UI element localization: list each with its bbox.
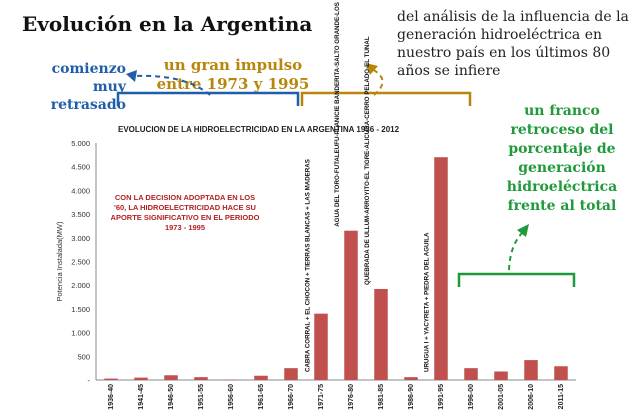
callout-early: comienzo muy retrasado <box>50 61 126 113</box>
x-tick-label: 1951-55 <box>198 384 205 410</box>
page-title: Evolución en la Argentina <box>22 12 313 36</box>
bar-1951-55 <box>194 377 208 380</box>
arrow-early-head <box>126 70 137 82</box>
bar-project-label: URUGUA I + YACYRETA + PIEDRA DEL AGUILA <box>423 232 430 372</box>
bar-1991-95 <box>434 157 448 380</box>
bar-project-label: AGUA DEL TORO-FUTALEUFU-PLANICIE BANDERI… <box>334 0 341 227</box>
x-tick-label: 1986-90 <box>408 384 415 410</box>
x-tick-label: 1936-40 <box>108 384 115 410</box>
x-tick-label: 1946-50 <box>168 384 175 410</box>
bar-1996-00 <box>464 368 478 380</box>
bar-2011-15 <box>554 366 568 380</box>
y-tick-label: 5.000 <box>71 139 90 148</box>
intro-text: del análisis de la influencia de la gene… <box>397 9 629 79</box>
bar-project-label: QUEBRADA DE ULLUM-ARROYITO-EL TIGRE-ALIC… <box>364 36 371 285</box>
x-tick-label: 1976-80 <box>348 384 355 410</box>
chart-title: EVOLUCION DE LA HIDROELECTRICIDAD EN LA … <box>118 125 400 134</box>
bar-1936-40 <box>104 378 118 380</box>
x-tick-label: 1996-00 <box>468 384 475 410</box>
bar-1981-85 <box>374 288 388 380</box>
bar-1976-80 <box>344 230 358 380</box>
y-tick-label: 2.500 <box>71 258 90 267</box>
y-tick-label: 3.500 <box>71 210 90 219</box>
arrow-impulse-head <box>366 63 378 75</box>
bracket-decline <box>457 272 576 287</box>
x-tick-label: 2006-10 <box>528 384 535 410</box>
callout-decline: un franco retroceso del porcentaje de ge… <box>506 103 618 214</box>
x-tick-label: 2001-05 <box>498 384 505 410</box>
y-axis-label: Potencia Instalada(MW) <box>55 221 64 302</box>
bracket-impulse <box>300 91 472 106</box>
chart-note: CON LA DECISION ADOPTADA EN LOS '60, LA … <box>110 193 260 232</box>
bracket-early <box>116 91 300 106</box>
callout-impulse: un gran impulso entre 1973 y 1995 <box>156 56 310 93</box>
y-tick-label: 4.500 <box>71 163 90 172</box>
x-tick-label: 1971-75 <box>318 384 325 410</box>
y-tick-label: 500 <box>77 352 90 361</box>
y-tick-label: 2.000 <box>71 281 90 290</box>
bar-1986-90 <box>404 377 418 380</box>
bar-2006-10 <box>524 360 538 380</box>
bar-1971-75 <box>314 313 328 380</box>
y-tick-label: 3.000 <box>71 234 90 243</box>
bar-2001-05 <box>494 371 508 380</box>
y-tick-label: 4.000 <box>71 186 90 195</box>
arrow-impulse <box>371 68 384 96</box>
x-tick-label: 1991-95 <box>438 384 445 410</box>
x-tick-label: 1961-65 <box>258 384 265 410</box>
y-tick-label: 1.000 <box>71 329 90 338</box>
arrow-decline-head <box>517 224 529 237</box>
bar-1956-60 <box>224 379 238 381</box>
x-tick-label: 1966-70 <box>288 384 295 410</box>
bar-project-label: CABRA CORRAL + EL CHOCON + TIERRAS BLANC… <box>304 159 311 372</box>
x-tick-label: 1941-45 <box>138 384 145 410</box>
x-tick-label: 2011-15 <box>558 384 565 409</box>
y-tick-label: 1.500 <box>71 305 90 314</box>
bar-1946-50 <box>164 375 178 380</box>
y-tick-label: - <box>88 376 91 385</box>
bar-1941-45 <box>134 377 148 380</box>
x-tick-label: 1981-85 <box>378 384 385 410</box>
x-tick-label: 1956-60 <box>228 384 235 410</box>
bar-1961-65 <box>254 375 268 380</box>
bar-1966-70 <box>284 368 298 380</box>
arrow-decline <box>508 231 524 271</box>
